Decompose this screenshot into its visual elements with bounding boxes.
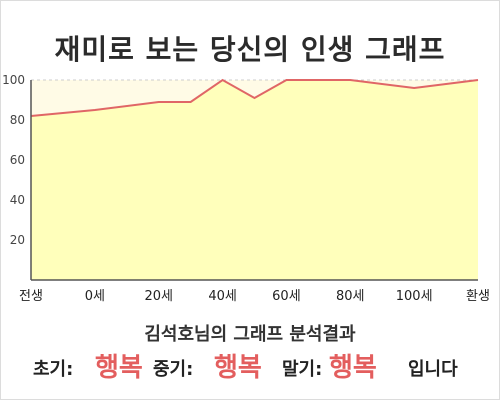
chart-title: 재미로 보는 당신의 인생 그래프: [54, 33, 446, 66]
life-graph-chart: 20 40 60 80 100 전생 0세 20세 40세 60세 80세 100세 환생: [2, 73, 490, 304]
analysis-subtitle: 김석호님의 그래프 분석결과: [144, 324, 356, 345]
late-value: 행복: [329, 353, 377, 383]
early-label: 초기:: [33, 359, 74, 380]
late-label: 말기:: [282, 359, 323, 380]
x-tick-labels: 전생 0세 20세 40세 60세 80세 100세 환생: [19, 289, 490, 304]
early-value: 행복: [95, 353, 143, 383]
y-tick-label: 100: [2, 73, 25, 87]
middle-label: 중기:: [153, 359, 194, 380]
series-line: [30, 78, 479, 117]
y-tick-label: 80: [10, 113, 25, 127]
middle-value: 행복: [214, 353, 262, 383]
x-tick-label: 40세: [208, 289, 237, 304]
x-tick-label: 환생: [466, 289, 490, 304]
result-suffix: 입니다: [408, 359, 458, 380]
x-tick-label: 전생: [19, 289, 43, 304]
x-tick-label: 60세: [272, 289, 301, 304]
x-tick-label: 80세: [336, 289, 365, 304]
y-tick-label: 40: [10, 193, 25, 207]
x-tick-label: 20세: [144, 289, 173, 304]
y-tick-label: 20: [10, 233, 25, 247]
x-tick-label: 0세: [85, 289, 105, 304]
y-tick-labels: 20 40 60 80 100: [2, 73, 25, 247]
y-tick-label: 60: [10, 153, 25, 167]
analysis-result: 초기: 행복 중기: 행복 말기: 행복 입니다: [0, 347, 500, 383]
x-tick-label: 100세: [396, 289, 433, 304]
area-fill: [31, 80, 478, 280]
